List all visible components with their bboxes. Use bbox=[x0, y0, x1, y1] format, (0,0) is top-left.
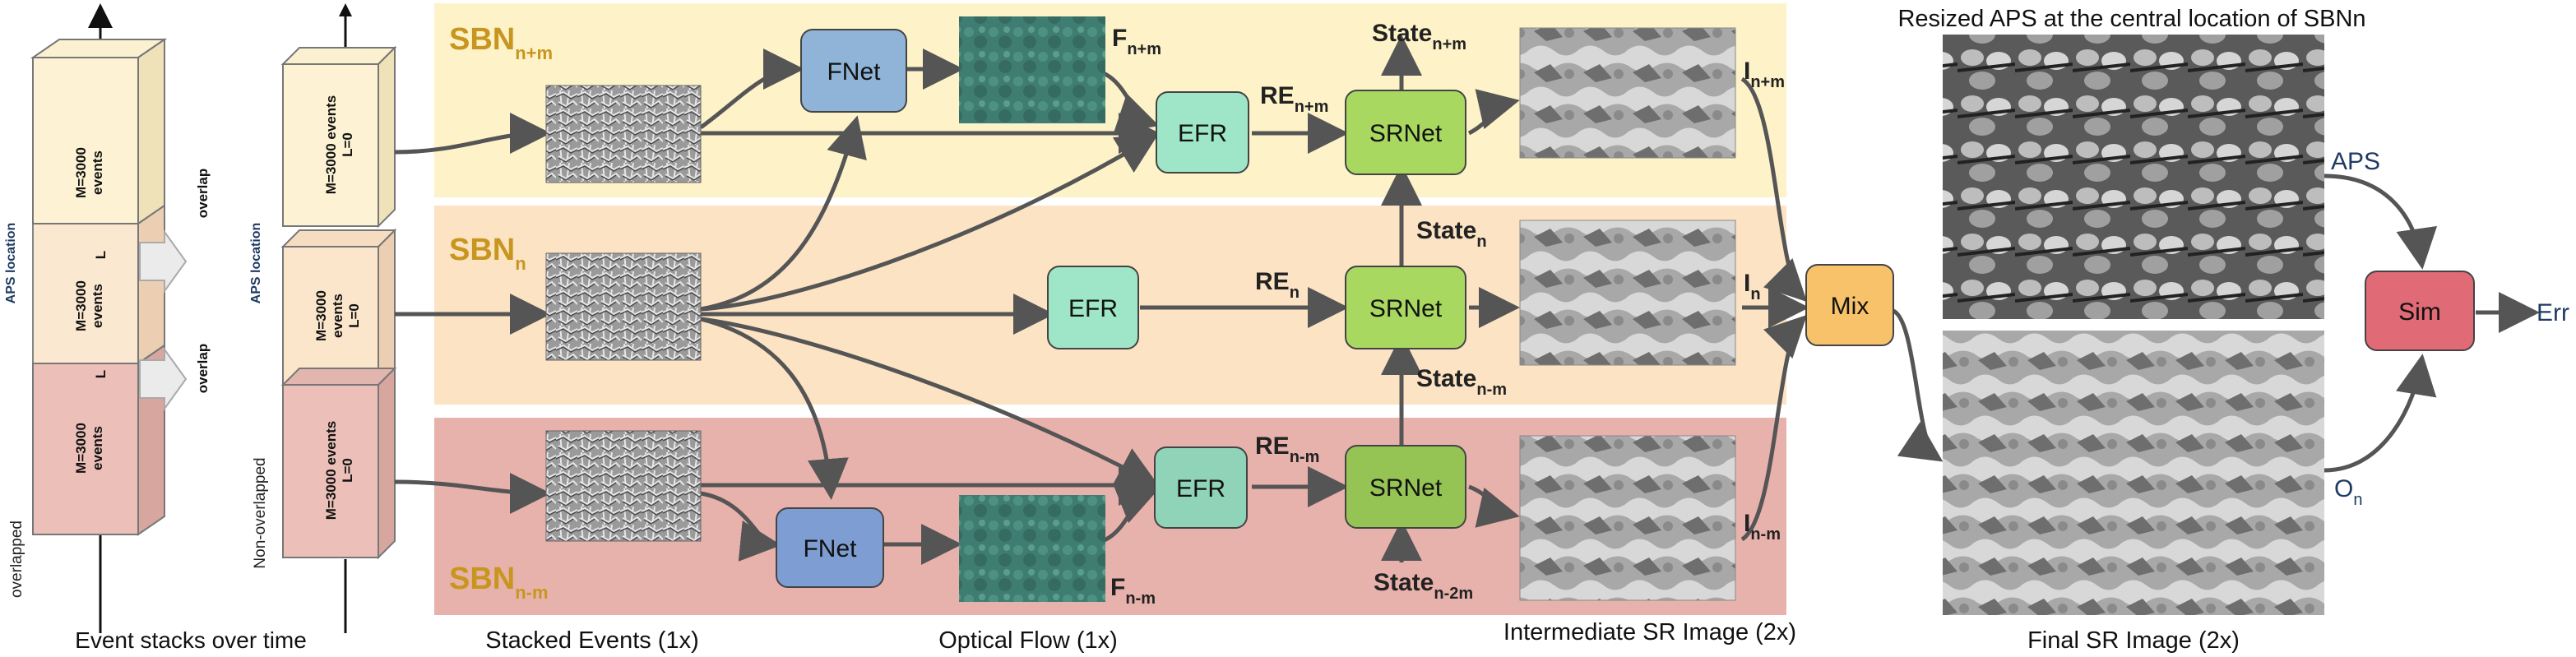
label-F-bottom: Fn-m bbox=[1110, 574, 1156, 608]
left-overlap-1: overlap bbox=[195, 169, 211, 218]
sr-image-mid bbox=[1519, 220, 1736, 366]
label-I-bottom: In-m bbox=[1744, 510, 1781, 544]
overlap-arrow-2 bbox=[139, 346, 188, 412]
optical-flow-top bbox=[959, 16, 1105, 123]
second-stack-top bbox=[282, 63, 379, 227]
efr-top-block: EFR bbox=[1156, 91, 1249, 174]
srnet-mid-block: SRNet bbox=[1345, 266, 1466, 349]
second-stack-bottom bbox=[282, 384, 379, 558]
stacked-events-mid bbox=[545, 252, 702, 361]
sim-block: Sim bbox=[2365, 271, 2475, 351]
efr-bottom-block: EFR bbox=[1154, 446, 1248, 529]
label-I-mid: In bbox=[1744, 270, 1761, 303]
svg-text:L=0: L=0 bbox=[340, 458, 355, 483]
svg-text:EFR: EFR bbox=[1178, 120, 1227, 147]
left-aps-location: APS location bbox=[4, 223, 18, 304]
label-APS: APS bbox=[2331, 148, 2380, 175]
left-m-mid-line1: M=3000 bbox=[73, 280, 89, 331]
label-State-top: Staten+m bbox=[1372, 20, 1466, 53]
left-m-bot-line2: events bbox=[90, 426, 105, 470]
svg-text:M=3000 events: M=3000 events bbox=[323, 95, 339, 195]
srnet-top-block: SRNet bbox=[1345, 90, 1466, 175]
label-RE-top: REn+m bbox=[1260, 82, 1328, 116]
left-overlapped: overlapped bbox=[8, 521, 25, 598]
label-State-n-m: Staten-m bbox=[1416, 365, 1507, 399]
label-RE-mid: REn bbox=[1255, 268, 1300, 302]
svg-text:SRNet: SRNet bbox=[1369, 474, 1443, 502]
label-O: On bbox=[2334, 475, 2362, 509]
mix-block: Mix bbox=[1805, 264, 1894, 346]
label-RE-bottom: REn-m bbox=[1255, 433, 1319, 466]
aps-image bbox=[1943, 35, 2324, 319]
stacked-events-top bbox=[545, 85, 702, 183]
svg-text:L=0: L=0 bbox=[346, 303, 362, 328]
svg-text:Sim: Sim bbox=[2398, 298, 2441, 326]
svg-text:events: events bbox=[330, 294, 345, 338]
left-m-mid-line2: events bbox=[90, 284, 105, 328]
left-L1: L bbox=[93, 251, 109, 259]
svg-text:FNet: FNet bbox=[803, 535, 857, 562]
label-State-bottom: Staten-2m bbox=[1374, 569, 1473, 603]
svg-text:EFR: EFR bbox=[1176, 475, 1225, 502]
final-sr-image bbox=[1943, 331, 2324, 615]
svg-text:Mix: Mix bbox=[1831, 293, 1869, 320]
left-stack-bottom bbox=[32, 344, 165, 536]
caption-event-stacks: Event stacks over time bbox=[75, 627, 307, 653]
efr-mid-block: EFR bbox=[1047, 266, 1139, 349]
second-stack-mid bbox=[282, 246, 379, 386]
sr-image-top bbox=[1519, 27, 1736, 159]
svg-text:M=3000 events: M=3000 events bbox=[323, 421, 339, 521]
caption-resized-aps: Resized APS at the central location of S… bbox=[1897, 6, 2365, 32]
second-aps-location: APS location bbox=[249, 223, 263, 304]
sbn-top-label: SBNn+m bbox=[449, 22, 553, 63]
srnet-bottom-block: SRNet bbox=[1345, 445, 1466, 529]
left-m-top-line1: M=3000 bbox=[73, 147, 89, 198]
sr-image-bottom bbox=[1519, 435, 1736, 601]
overlap-arrow-1 bbox=[139, 229, 188, 294]
left-L2: L bbox=[93, 370, 109, 378]
label-I-top: In+m bbox=[1744, 58, 1785, 91]
fnet-bottom-block: FNet bbox=[776, 507, 884, 588]
caption-final-sr: Final SR Image (2x) bbox=[2027, 627, 2240, 654]
svg-text:SRNet: SRNet bbox=[1369, 120, 1443, 147]
caption-optical-flow: Optical Flow (1x) bbox=[938, 627, 1118, 654]
label-F-top: Fn+m bbox=[1112, 25, 1161, 58]
connectors bbox=[394, 35, 2540, 565]
left-stack-top bbox=[30, 38, 168, 225]
svg-text:EFR: EFR bbox=[1068, 295, 1118, 322]
left-overlap-2: overlap bbox=[195, 344, 211, 393]
svg-text:L=0: L=0 bbox=[340, 132, 355, 157]
caption-stacked-events: Stacked Events (1x) bbox=[485, 627, 699, 654]
optical-flow-bottom bbox=[959, 495, 1105, 602]
left-m-top-line2: events bbox=[90, 150, 105, 195]
event-stacks-column: M=3000 events M=3000 events M=3000 event… bbox=[4, 3, 307, 653]
sbn-stacks-column: M=3000 events L=0 M=3000 events L=0 M=30… bbox=[249, 3, 397, 633]
left-m-bot-line1: M=3000 bbox=[73, 423, 89, 474]
label-Err: Err bbox=[2537, 299, 2569, 326]
sbn-bot-label: SBNn-m bbox=[449, 562, 549, 603]
svg-text:FNet: FNet bbox=[827, 58, 881, 86]
second-non-overlapped: Non-overlapped bbox=[252, 457, 269, 568]
sbn-mid-label: SBNn bbox=[449, 233, 526, 274]
label-State-mid: Staten bbox=[1416, 217, 1487, 251]
svg-text:M=3000: M=3000 bbox=[313, 290, 329, 341]
fnet-top-block: FNet bbox=[800, 29, 907, 113]
svg-text:SRNet: SRNet bbox=[1369, 295, 1443, 322]
stacked-events-bottom bbox=[545, 430, 702, 542]
flow-labels: Fn+m Fn-m REn+m REn REn-m Staten+m State… bbox=[1110, 20, 1785, 608]
caption-intermediate-sr: Intermediate SR Image (2x) bbox=[1503, 619, 1796, 645]
